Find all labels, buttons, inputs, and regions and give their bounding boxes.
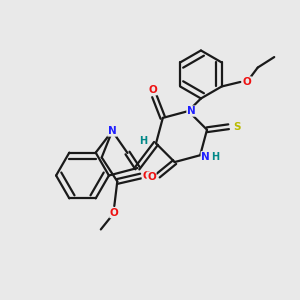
Text: S: S — [233, 122, 241, 132]
Text: H: H — [211, 152, 219, 162]
Text: O: O — [142, 171, 151, 181]
Text: N: N — [201, 152, 210, 162]
Text: N: N — [187, 106, 196, 116]
Text: O: O — [148, 85, 157, 95]
Text: N: N — [108, 126, 117, 136]
Text: H: H — [139, 136, 148, 146]
Text: O: O — [110, 208, 119, 218]
Text: O: O — [147, 172, 156, 182]
Text: O: O — [242, 77, 251, 87]
